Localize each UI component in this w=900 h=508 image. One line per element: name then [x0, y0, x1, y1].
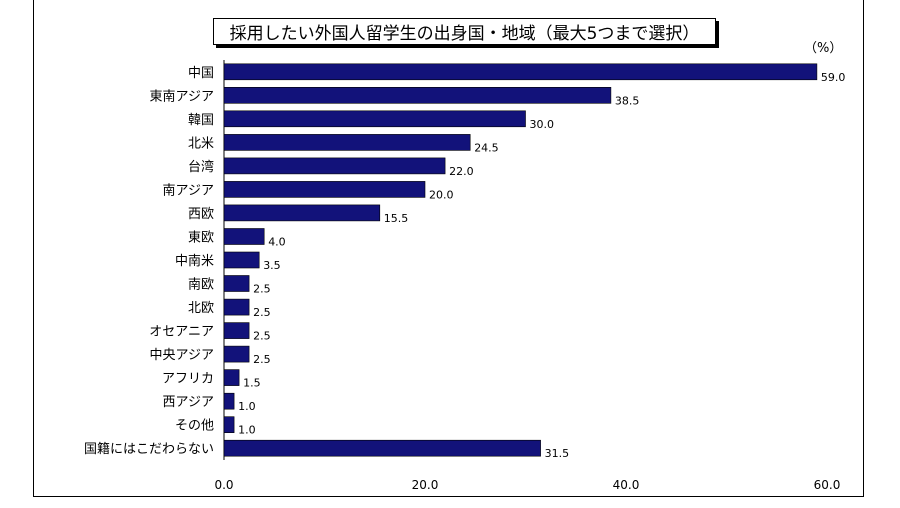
- bar-0: [223, 63, 818, 81]
- x-tick-label: 20.0: [412, 478, 439, 492]
- category-label: アフリカ: [162, 372, 214, 387]
- value-label: 2.5: [253, 353, 271, 366]
- value-label: 1.0: [238, 424, 256, 437]
- value-label: 2.5: [253, 330, 271, 343]
- value-label: 59.0: [821, 71, 846, 84]
- category-label: 南欧: [188, 277, 214, 293]
- value-label: 15.5: [384, 212, 409, 225]
- category-label: 北欧: [188, 301, 214, 316]
- chart-title: 採用したい外国人留学生の出身国・地域（最大5つまで選択）: [213, 18, 716, 45]
- frame-right-border: [863, 0, 864, 497]
- value-label: 24.5: [474, 141, 499, 154]
- bar-11: [223, 322, 250, 339]
- category-label: 中国: [188, 66, 214, 81]
- bar-13: [223, 369, 240, 386]
- category-label: 東欧: [188, 230, 214, 246]
- category-label: その他: [175, 419, 214, 434]
- bar-1: [223, 87, 612, 104]
- bar-4: [223, 157, 446, 175]
- category-label: オセアニア: [149, 325, 214, 340]
- bar-7: [223, 228, 265, 245]
- category-label: 東南アジア: [150, 88, 214, 104]
- bar-12: [223, 345, 250, 363]
- plot-area: 中国 59.0 東南アジア 38.5 韓国 30.0 北米 24.5 台湾 22.0 南アジア 20.…: [84, 60, 845, 492]
- frame-left-border: [33, 0, 34, 497]
- bar-9: [223, 275, 250, 292]
- value-label: 38.5: [615, 94, 640, 107]
- category-label: 国籍にはこだわらない: [84, 441, 214, 457]
- bar-15: [223, 416, 235, 434]
- value-label: 31.5: [545, 447, 570, 460]
- category-label: 中南米: [175, 253, 214, 269]
- value-label: 4.0: [268, 236, 286, 249]
- category-label: 韓国: [188, 113, 214, 128]
- category-label: 台湾: [188, 159, 214, 175]
- category-label: 中央アジア: [150, 348, 214, 363]
- bar-14: [223, 392, 235, 410]
- x-tick-label: 40.0: [613, 478, 640, 492]
- bar-6: [223, 204, 381, 222]
- bar-8: [223, 251, 260, 269]
- category-label: 西欧: [188, 207, 214, 222]
- value-label: 3.5: [263, 259, 281, 272]
- category-label: 北米: [188, 136, 214, 151]
- bar-16: [223, 439, 541, 457]
- value-label: 1.0: [238, 400, 256, 413]
- category-label: 西アジア: [163, 395, 214, 410]
- value-label: 1.5: [243, 377, 261, 390]
- bar-5: [223, 181, 426, 198]
- unit-label: （%）: [804, 41, 843, 56]
- bar-3: [223, 134, 471, 151]
- x-tick-label: 0.0: [214, 478, 233, 492]
- value-label: 20.0: [429, 188, 454, 201]
- frame-bottom-border: [33, 496, 864, 497]
- category-label: 南アジア: [163, 182, 214, 198]
- x-tick-label: 60.0: [814, 478, 841, 492]
- bar-10: [223, 298, 250, 316]
- value-label: 2.5: [253, 283, 271, 296]
- bar-2: [223, 110, 526, 128]
- value-label: 2.5: [253, 306, 271, 319]
- value-label: 22.0: [449, 165, 474, 178]
- value-label: 30.0: [530, 118, 555, 131]
